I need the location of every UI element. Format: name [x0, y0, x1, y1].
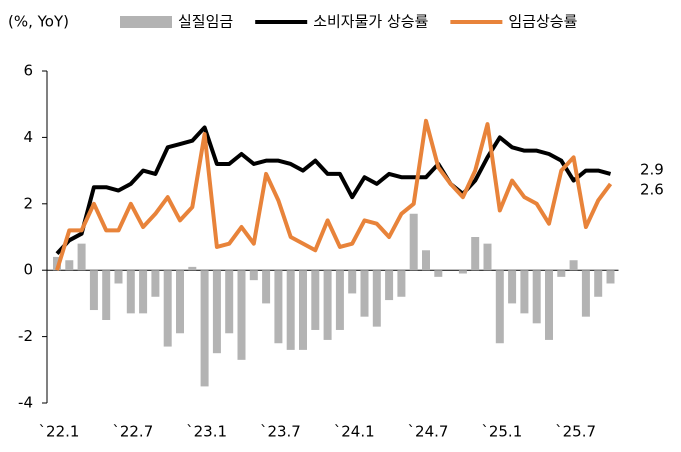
bar [188, 266, 197, 271]
x-tick-label: `24.1 [334, 423, 375, 441]
bar [176, 270, 184, 334]
bar [274, 270, 283, 344]
y-tick-label: -4 [18, 394, 33, 412]
legend-label: 임금상승률 [508, 13, 577, 31]
bar [483, 243, 492, 271]
bar [89, 270, 98, 311]
bar [397, 270, 406, 297]
y-tick-label: 2 [23, 194, 33, 212]
bar [65, 260, 74, 271]
y-tick-label: 6 [23, 62, 33, 80]
x-tick-label: `23.1 [186, 423, 227, 441]
bar [434, 270, 443, 277]
y-tick-label: 0 [23, 261, 33, 279]
bar [311, 270, 320, 330]
bar [225, 270, 234, 334]
bar [508, 270, 517, 304]
bar [360, 270, 369, 317]
bar [237, 270, 246, 360]
bar [299, 270, 307, 350]
x-tick-label: `24.7 [408, 423, 449, 441]
bar [249, 270, 258, 281]
bar [581, 270, 590, 317]
bar [126, 270, 135, 314]
x-tick-label: `22.7 [112, 423, 153, 441]
bar [606, 270, 615, 284]
x-tick-label: `25.7 [555, 423, 596, 441]
bar [114, 270, 123, 284]
bar [385, 270, 394, 301]
bar [335, 270, 344, 330]
end-label: 2.9 [640, 160, 664, 178]
bar [569, 260, 578, 271]
bar [262, 270, 271, 304]
bar [139, 270, 148, 314]
bar [372, 270, 381, 327]
x-tick-label: `25.1 [481, 423, 522, 441]
bar [102, 270, 111, 320]
bar [151, 270, 160, 297]
x-tick-label: `23.7 [260, 423, 301, 441]
bar [348, 270, 357, 294]
y-tick-label: 4 [23, 128, 33, 146]
bar [557, 270, 566, 277]
bar [471, 237, 480, 271]
x-tick-label: `22.1 [39, 423, 80, 441]
bar [458, 270, 467, 274]
bar [200, 270, 209, 387]
legend-swatch [120, 16, 172, 28]
legend-label: 실질임금 [178, 13, 233, 31]
y-axis-label: (%, YoY) [8, 13, 69, 31]
line [55, 125, 612, 255]
bar [212, 270, 221, 354]
bar [520, 270, 529, 314]
bar [323, 270, 332, 340]
end-label: 2.6 [640, 180, 664, 198]
bar [495, 270, 504, 344]
bar [594, 270, 603, 297]
bar [286, 270, 295, 350]
bar [422, 250, 430, 271]
bar [532, 270, 541, 324]
line [55, 118, 613, 271]
bar [77, 243, 86, 271]
bar [545, 270, 553, 340]
y-tick-label: -2 [18, 327, 33, 345]
bar [409, 213, 418, 271]
legend-label: 소비자물가 상승률 [313, 13, 428, 31]
bar [163, 270, 172, 347]
